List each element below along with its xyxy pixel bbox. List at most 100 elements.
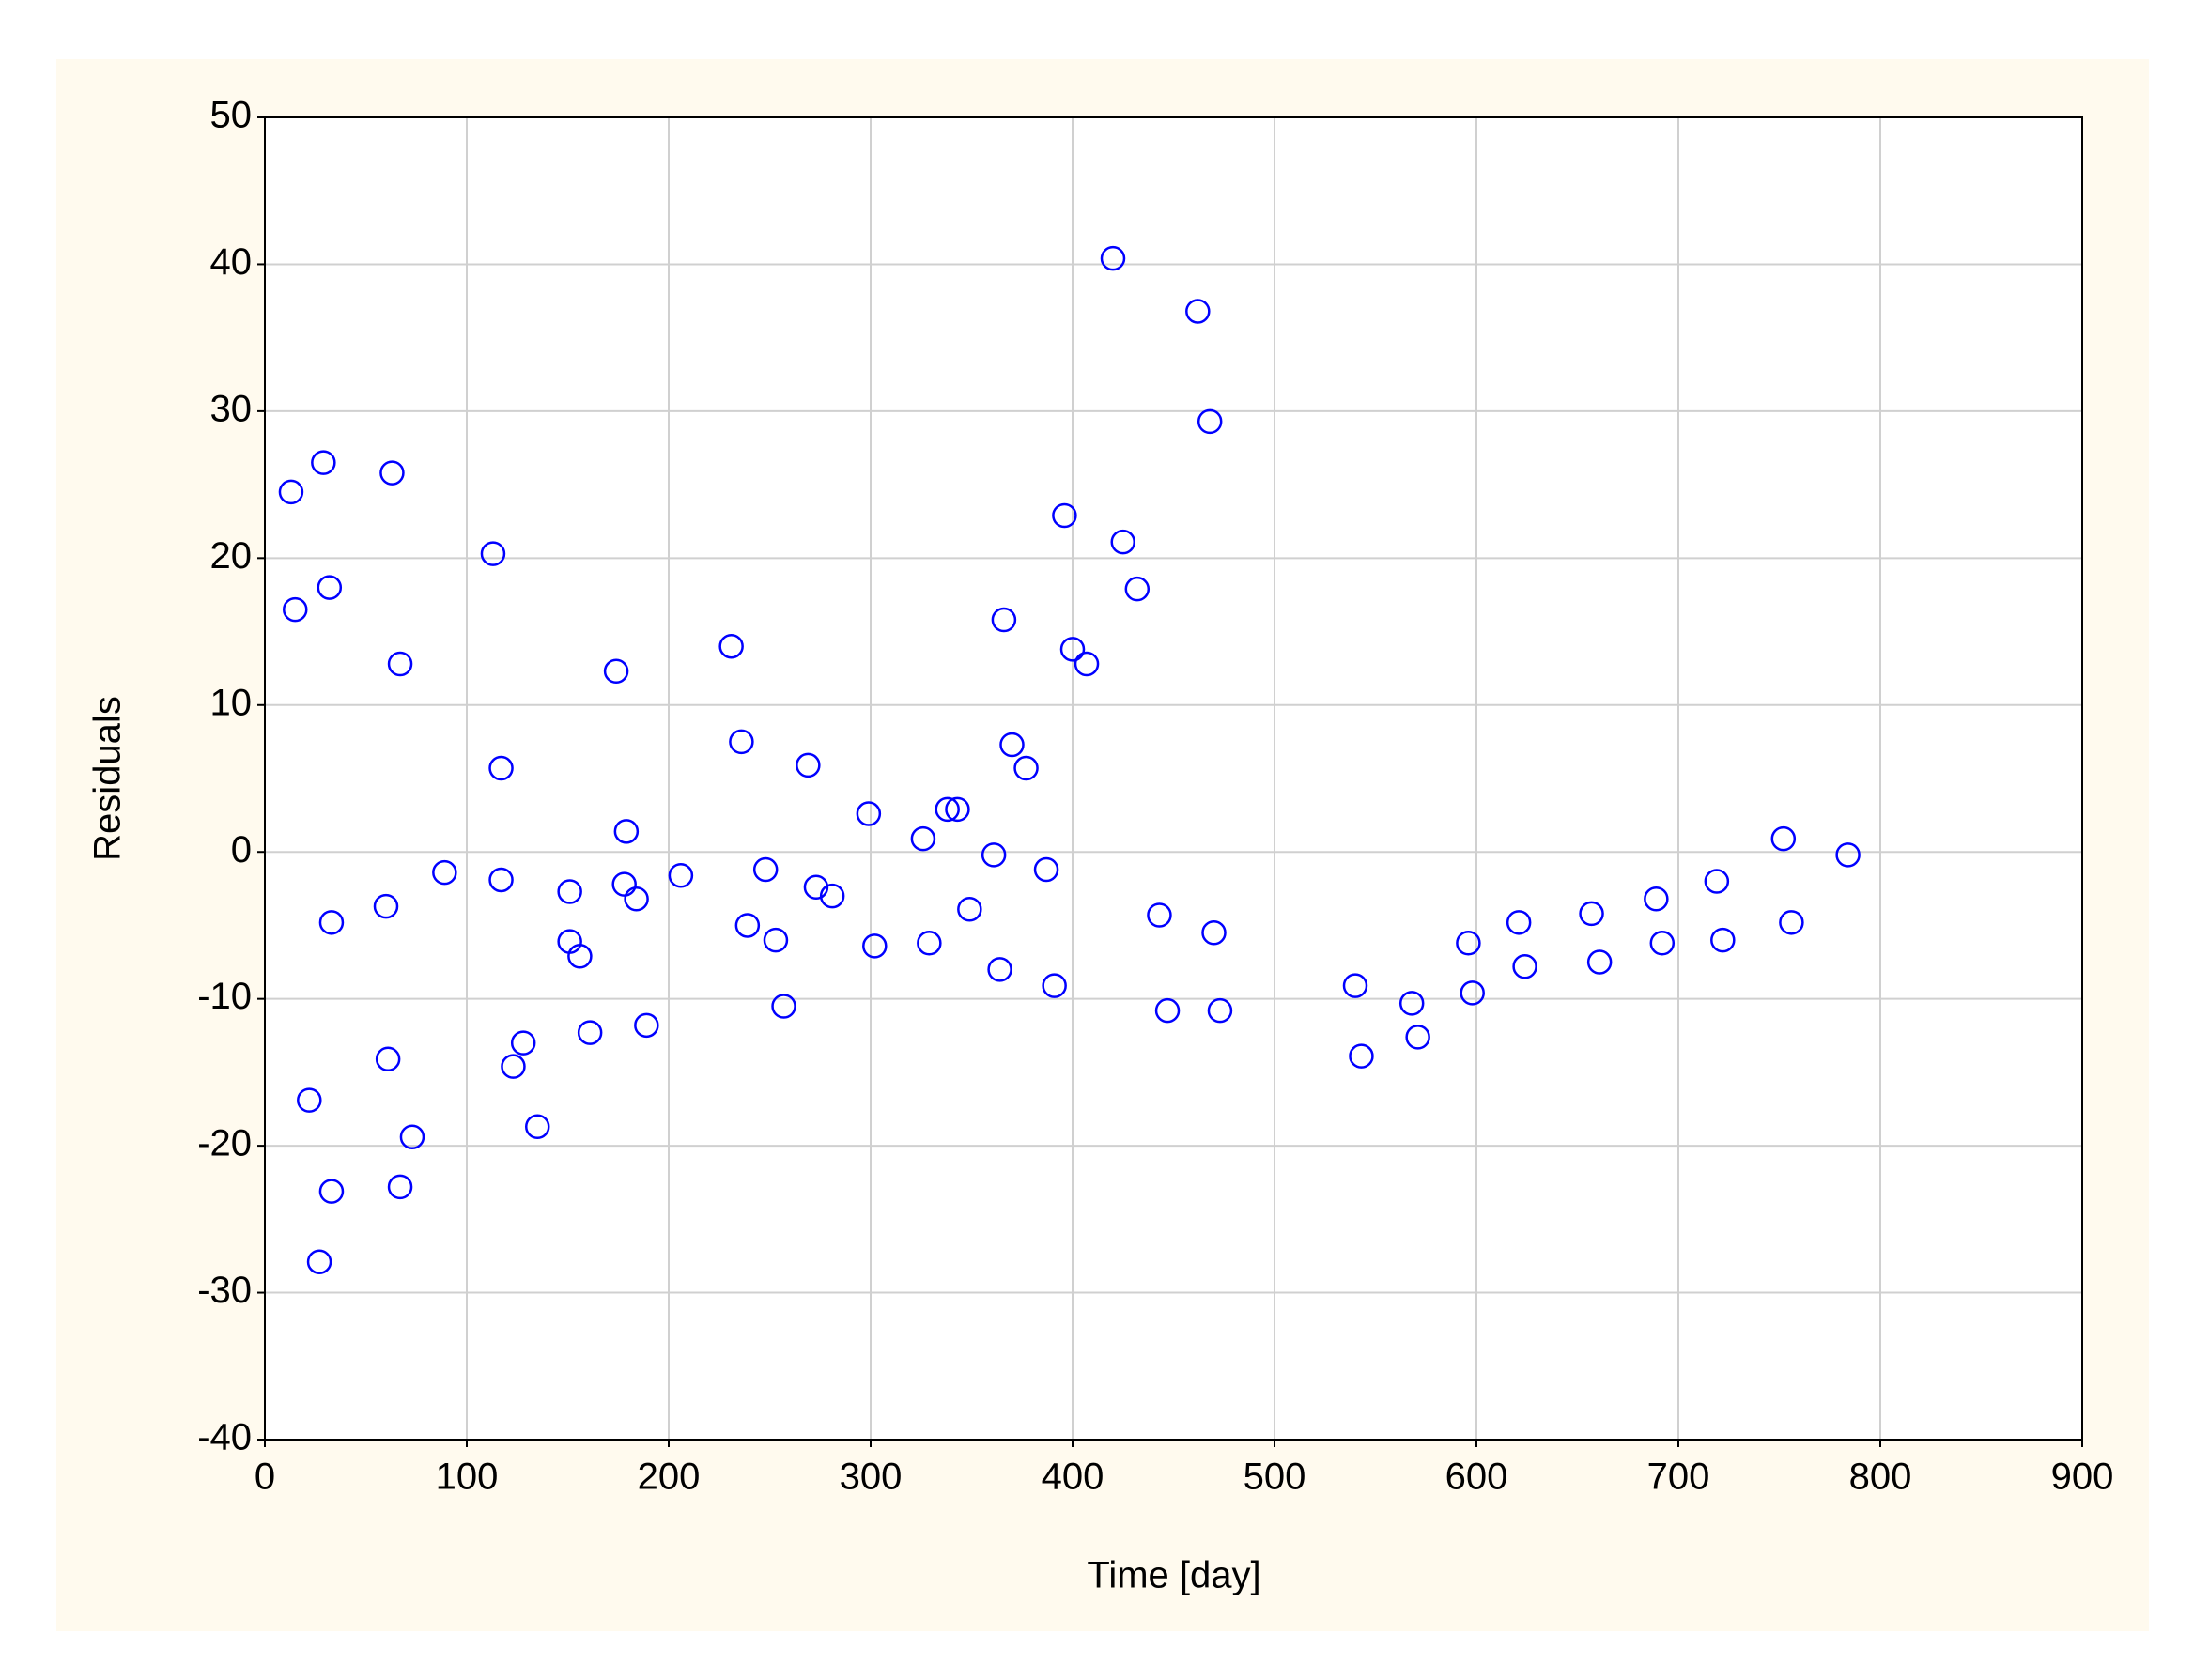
y-axis-label: Residuals [87,696,129,861]
point [1042,973,1067,998]
y-tick-label: 10 [210,682,253,723]
point [1154,997,1181,1024]
y-tick-label: 0 [231,829,252,871]
point [613,819,640,844]
x-tick-label: 300 [840,1457,903,1498]
point [634,1012,659,1039]
point [488,755,514,781]
x-tick-label: 700 [1647,1457,1710,1498]
point [297,1087,322,1113]
point [1710,927,1736,953]
point [981,842,1007,868]
point [987,957,1012,982]
point [1835,842,1861,868]
x-tick-label: 800 [1849,1457,1912,1498]
x-tick-label: 0 [255,1457,275,1498]
y-tick-label: 30 [210,388,253,429]
point [718,633,744,659]
point [1770,825,1797,852]
point [1704,869,1730,894]
point [1033,856,1059,883]
point [856,801,882,826]
y-tick-label: 20 [210,535,253,577]
point [819,883,845,909]
point [306,1249,332,1274]
point [318,1179,345,1204]
point [488,867,514,893]
point [387,1174,413,1200]
point [1197,408,1223,435]
y-tick-label: -40 [197,1417,252,1458]
point [796,752,821,778]
point [1059,637,1086,662]
point [729,729,754,755]
point [935,796,960,823]
point [1207,997,1233,1024]
point [1405,1025,1430,1050]
point [278,479,304,505]
x-tick-label: 900 [2051,1457,2114,1498]
x-tick-label: 200 [638,1457,701,1498]
point [557,879,582,904]
point [1586,949,1613,975]
point [991,607,1017,633]
point [999,732,1025,758]
point [611,871,637,897]
y-tick-label: 50 [210,95,253,136]
point [771,994,796,1019]
x-tick-label: 500 [1244,1457,1306,1498]
x-tick-label: 400 [1042,1457,1104,1498]
point [525,1114,550,1140]
point [577,1020,603,1045]
point [432,859,457,886]
point [375,1046,401,1072]
point [603,658,629,685]
plot-frame [264,116,2083,1441]
point [510,1030,536,1056]
point [1342,973,1368,998]
point [1201,920,1227,946]
point [1579,901,1604,927]
point [399,1124,425,1149]
y-tick-label: -20 [197,1123,252,1164]
x-axis-label: Time [day] [1087,1555,1260,1596]
point [311,450,336,475]
point [1649,930,1676,956]
point [387,651,413,677]
point [1349,1043,1374,1069]
point [373,893,399,919]
y-tick-label: -10 [197,976,252,1017]
point [624,886,649,912]
point [862,933,888,959]
point [763,927,789,953]
point [1100,245,1126,271]
point [1110,529,1135,555]
point [910,825,936,852]
point [1460,980,1485,1006]
point [917,930,942,956]
point [379,460,405,486]
point [803,874,829,901]
point [752,856,779,883]
y-tick-label: 40 [210,241,253,283]
point [957,896,982,922]
point [317,575,343,600]
point [1512,953,1537,979]
point [1644,886,1669,912]
y-tick-label: -30 [197,1270,252,1311]
point [1185,299,1211,324]
point [945,796,970,823]
point [1013,755,1039,781]
point [318,910,345,935]
point [501,1054,526,1079]
point [567,944,593,969]
plot-area [265,117,2082,1440]
x-tick-label: 100 [436,1457,499,1498]
point [1124,576,1151,602]
point [1779,910,1804,935]
point [480,541,506,566]
point [734,913,761,938]
point [1074,651,1100,677]
